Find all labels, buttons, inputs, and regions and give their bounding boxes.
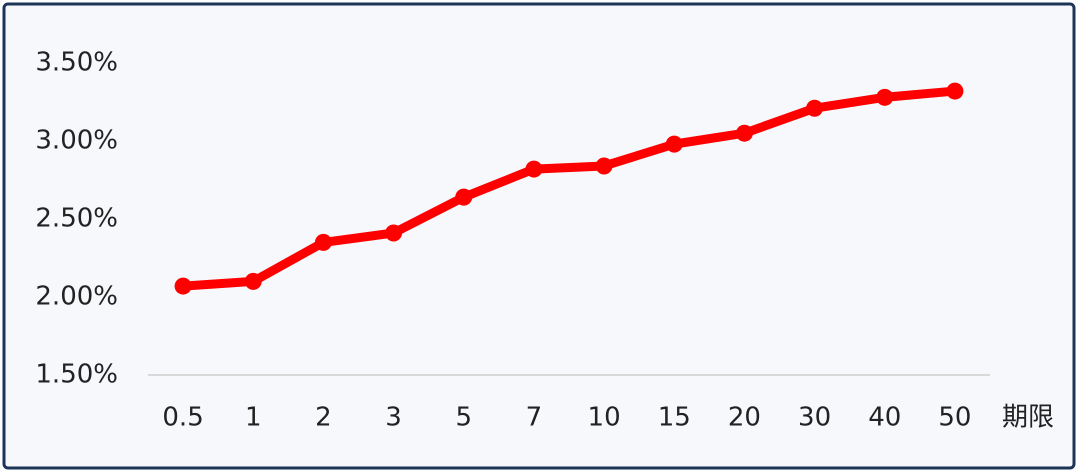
point — [385, 224, 403, 242]
x-tick-label: 7 — [526, 403, 543, 433]
x-tick-label: 2 — [315, 403, 332, 433]
x-tick-label: 20 — [728, 403, 761, 433]
point — [876, 88, 894, 106]
point — [665, 135, 683, 153]
x-tick-label: 3 — [385, 403, 402, 433]
x-tick-label: 30 — [798, 403, 831, 433]
point — [946, 82, 964, 100]
y-tick-label: 1.50% — [35, 360, 118, 390]
y-tick-label: 2.50% — [35, 204, 118, 234]
x-tick-label: 5 — [455, 403, 472, 433]
point — [244, 272, 262, 290]
point — [314, 233, 332, 251]
y-tick-label: 3.00% — [35, 126, 118, 156]
x-tick-label: 10 — [588, 403, 621, 433]
frame — [2, 2, 1076, 470]
x-tick-label: 50 — [938, 403, 971, 433]
x-axis-label: 期限 — [1002, 403, 1054, 433]
x-tick-label: 1 — [245, 403, 262, 433]
point — [806, 99, 824, 117]
point — [174, 277, 192, 295]
x-tick-label: 15 — [658, 403, 691, 433]
point — [595, 157, 613, 175]
point — [735, 124, 753, 142]
x-tick-label: 0.5 — [162, 403, 203, 433]
x-tick-label: 40 — [868, 403, 901, 433]
y-tick-label: 2.00% — [35, 282, 118, 312]
point — [525, 160, 543, 178]
point — [455, 188, 473, 206]
line — [182, 86, 956, 291]
y-tick-label: 3.50% — [35, 48, 118, 78]
